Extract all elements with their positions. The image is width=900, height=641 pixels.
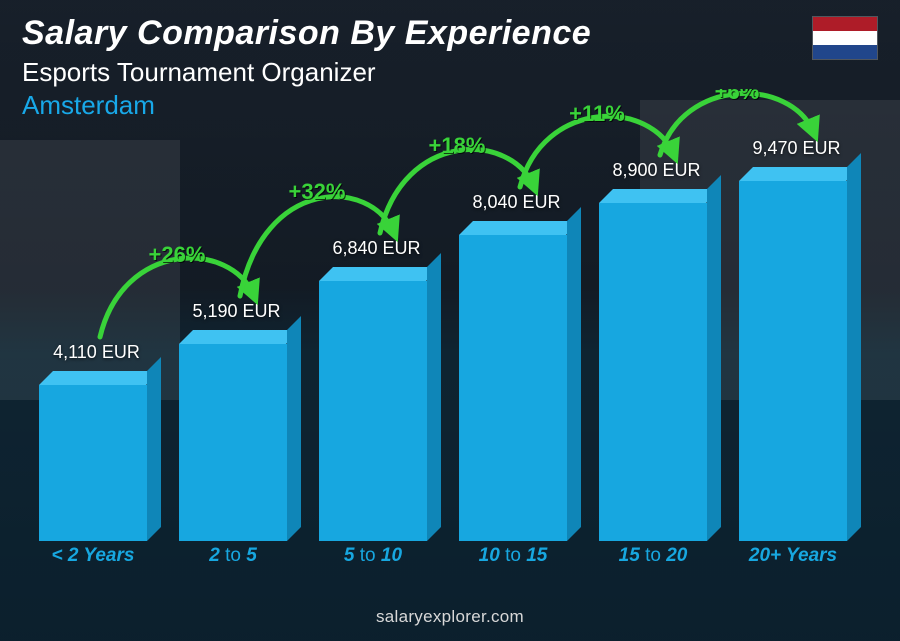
- netherlands-flag-icon: [812, 16, 878, 60]
- bar-side-face: [147, 357, 161, 541]
- page-subtitle: Esports Tournament Organizer: [22, 57, 591, 88]
- flag-stripe: [813, 17, 877, 31]
- bar-front: [179, 344, 286, 541]
- x-axis-label: 10 to 15: [452, 545, 574, 569]
- bar-value-label: 8,900 EUR: [612, 160, 700, 181]
- bar: [179, 344, 286, 541]
- footer-credit: salaryexplorer.com: [0, 607, 900, 627]
- x-axis-label: 2 to 5: [172, 545, 294, 569]
- bar-top-face: [599, 189, 720, 203]
- bar-value-label: 8,040 EUR: [472, 192, 560, 213]
- x-axis-label: 20+ Years: [732, 545, 854, 569]
- bar: [599, 203, 706, 541]
- bars-container: 4,110 EUR 5,190 EUR 6,840 EUR 8,040 EUR 8,90…: [32, 89, 854, 541]
- bar-side-face: [707, 175, 721, 541]
- chart-canvas: Salary Comparison By Experience Esports …: [0, 0, 900, 641]
- bar: [319, 281, 426, 541]
- bar-value-label: 4,110 EUR: [53, 342, 140, 363]
- bar-slot: 8,040 EUR: [452, 89, 574, 541]
- bar-slot: 9,470 EUR: [732, 89, 854, 541]
- bar-top-face: [39, 371, 160, 385]
- bar-top-face: [739, 167, 860, 181]
- bar-front: [319, 281, 426, 541]
- bar: [459, 235, 566, 541]
- bar-value-label: 6,840 EUR: [332, 238, 420, 259]
- flag-stripe: [813, 31, 877, 45]
- bar-top-face: [179, 330, 300, 344]
- bar-slot: 4,110 EUR: [32, 89, 154, 541]
- bar-slot: 8,900 EUR: [592, 89, 714, 541]
- x-axis-label: < 2 Years: [32, 545, 154, 569]
- bar-slot: 5,190 EUR: [172, 89, 294, 541]
- bar-side-face: [567, 207, 581, 541]
- bar-top-face: [459, 221, 580, 235]
- bar-side-face: [427, 253, 441, 541]
- salary-bar-chart: 4,110 EUR 5,190 EUR 6,840 EUR 8,040 EUR 8,90…: [32, 89, 854, 569]
- flag-stripe: [813, 45, 877, 59]
- bar-value-label: 5,190 EUR: [192, 301, 280, 322]
- bar: [39, 385, 146, 541]
- bar-value-label: 9,470 EUR: [752, 138, 840, 159]
- bar-side-face: [287, 316, 301, 541]
- bar-side-face: [847, 153, 861, 541]
- bar: [739, 181, 846, 541]
- bar-slot: 6,840 EUR: [312, 89, 434, 541]
- x-axis-labels: < 2 Years 2 to 5 5 to 10 10 to 15 15 to 20 20…: [32, 545, 854, 569]
- bar-front: [739, 181, 846, 541]
- bar-front: [39, 385, 146, 541]
- bar-front: [599, 203, 706, 541]
- bar-top-face: [319, 267, 440, 281]
- page-title: Salary Comparison By Experience: [22, 14, 591, 53]
- x-axis-label: 15 to 20: [592, 545, 714, 569]
- x-axis-label: 5 to 10: [312, 545, 434, 569]
- bar-front: [459, 235, 566, 541]
